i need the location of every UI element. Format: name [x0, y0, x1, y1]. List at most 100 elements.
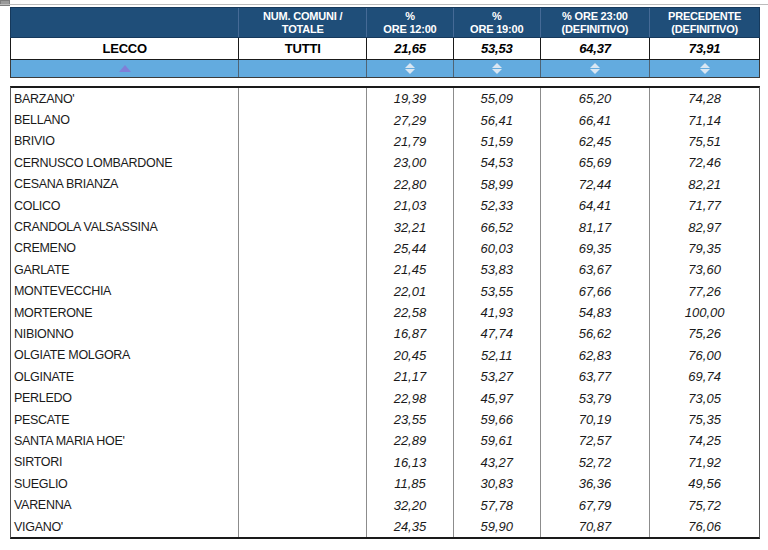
value-cell: 49,56 — [649, 473, 759, 494]
comuni-cell — [238, 494, 366, 515]
municipality-name: CREMENO — [11, 238, 238, 259]
header-line: % ORE 23:00 — [562, 10, 628, 23]
sort-toggle-icon — [590, 63, 600, 74]
value-cell: 52,72 — [540, 452, 650, 473]
value-cell: 75,26 — [649, 323, 759, 344]
header-cell-name — [11, 8, 238, 37]
comuni-cell — [238, 452, 366, 473]
sort-control-comuni — [238, 60, 366, 77]
municipality-name: VARENNA — [11, 494, 238, 515]
comuni-cell — [238, 473, 366, 494]
value-cell: 71,14 — [649, 109, 759, 130]
table-row: SUEGLIO11,8530,8336,3649,56 — [11, 473, 759, 494]
table-row: MORTERONE22,5841,9354,83100,00 — [11, 302, 759, 323]
sort-toggle-icon — [405, 63, 415, 74]
header-line: ORE 12:00 — [383, 23, 436, 36]
municipality-name: OLGINATE — [11, 366, 238, 387]
value-cell: 21,79 — [366, 131, 453, 152]
value-cell: 75,35 — [649, 409, 759, 430]
header-line: (DEFINITIVO) — [671, 23, 738, 36]
municipality-name: NIBIONNO — [11, 323, 238, 344]
sort-control-ore-12[interactable] — [366, 60, 453, 77]
value-cell: 75,51 — [649, 131, 759, 152]
value-cell: 72,46 — [649, 152, 759, 173]
value-cell: 81,17 — [540, 216, 650, 237]
value-cell: 51,59 — [453, 131, 540, 152]
sort-controls-row — [10, 60, 760, 78]
value-cell: 70,19 — [540, 409, 650, 430]
municipality-name: CESANA BRIANZA — [11, 174, 238, 195]
header-line: (DEFINITIVO) — [562, 23, 629, 36]
sort-control-ore-19[interactable] — [453, 60, 540, 77]
table-row: BELLANO27,2956,4166,4171,14 — [11, 109, 759, 130]
table-row: COLICO21,0352,3364,4171,77 — [11, 195, 759, 216]
table-row: OLGIATE MOLGORA20,4552,1162,8376,00 — [11, 345, 759, 366]
value-cell: 27,29 — [366, 109, 453, 130]
comuni-cell — [238, 281, 366, 302]
municipality-name: MONTEVECCHIA — [11, 281, 238, 302]
comuni-cell — [238, 259, 366, 280]
header-line: ORE 19:00 — [470, 23, 523, 36]
value-cell: 65,20 — [540, 88, 650, 109]
value-cell: 76,06 — [649, 516, 759, 537]
municipality-name: GARLATE — [11, 259, 238, 280]
value-cell: 59,61 — [453, 430, 540, 451]
sort-control-name[interactable] — [11, 60, 238, 77]
summary-value-ore-23: 64,37 — [540, 38, 650, 59]
table-row: SANTA MARIA HOE'22,8959,6172,5774,25 — [11, 430, 759, 451]
comuni-cell — [238, 109, 366, 130]
table-row: VARENNA32,2057,7867,7975,72 — [11, 494, 759, 515]
comuni-cell — [238, 152, 366, 173]
header-line: NUM. COMUNI / — [263, 10, 342, 23]
value-cell: 21,45 — [366, 259, 453, 280]
value-cell: 63,77 — [540, 366, 650, 387]
value-cell: 59,90 — [453, 516, 540, 537]
value-cell: 65,69 — [540, 152, 650, 173]
value-cell: 55,09 — [453, 88, 540, 109]
value-cell: 69,35 — [540, 238, 650, 259]
municipality-name: BARZANO' — [11, 88, 238, 109]
value-cell: 52,33 — [453, 195, 540, 216]
municipality-name: PERLEDO — [11, 387, 238, 408]
value-cell: 74,28 — [649, 88, 759, 109]
table-row: NIBIONNO16,8747,7456,6275,26 — [11, 323, 759, 344]
comuni-cell — [238, 516, 366, 537]
sort-control-precedente[interactable] — [649, 60, 759, 77]
top-left-tab — [0, 0, 10, 6]
sort-control-ore-23[interactable] — [540, 60, 650, 77]
value-cell: 19,39 — [366, 88, 453, 109]
value-cell: 60,03 — [453, 238, 540, 259]
comuni-cell — [238, 238, 366, 259]
value-cell: 32,21 — [366, 216, 453, 237]
municipality-name: BRIVIO — [11, 131, 238, 152]
value-cell: 22,80 — [366, 174, 453, 195]
value-cell: 59,66 — [453, 409, 540, 430]
municipality-name: BELLANO — [11, 109, 238, 130]
header-cell-comuni: NUM. COMUNI / TOTALE — [238, 8, 366, 37]
value-cell: 72,44 — [540, 174, 650, 195]
summary-value-precedente: 73,91 — [649, 38, 759, 59]
sort-toggle-icon — [700, 63, 710, 74]
comuni-cell — [238, 216, 366, 237]
value-cell: 41,93 — [453, 302, 540, 323]
value-cell: 22,58 — [366, 302, 453, 323]
summary-province: LECCO — [11, 38, 238, 59]
sort-ascending-triangle-icon — [119, 65, 131, 72]
value-cell: 23,00 — [366, 152, 453, 173]
value-cell: 71,77 — [649, 195, 759, 216]
header-line: % — [405, 10, 415, 23]
results-screen: NUM. COMUNI / TOTALE % ORE 12:00 % ORE 1… — [0, 0, 768, 550]
header-line: PRECEDENTE — [668, 10, 741, 23]
summary-row: LECCO TUTTI 21,65 53,53 64,37 73,91 — [10, 38, 760, 60]
top-divider-line — [0, 4, 768, 5]
municipality-name: SIRTORI — [11, 452, 238, 473]
table-row: OLGINATE21,1753,2763,7769,74 — [11, 366, 759, 387]
value-cell: 58,99 — [453, 174, 540, 195]
table-row: PERLEDO22,9845,9753,7973,05 — [11, 387, 759, 408]
value-cell: 82,21 — [649, 174, 759, 195]
table-row: CESANA BRIANZA 22,8058,9972,4482,21 — [11, 174, 759, 195]
value-cell: 21,03 — [366, 195, 453, 216]
comuni-cell — [238, 88, 366, 109]
value-cell: 69,74 — [649, 366, 759, 387]
value-cell: 53,83 — [453, 259, 540, 280]
